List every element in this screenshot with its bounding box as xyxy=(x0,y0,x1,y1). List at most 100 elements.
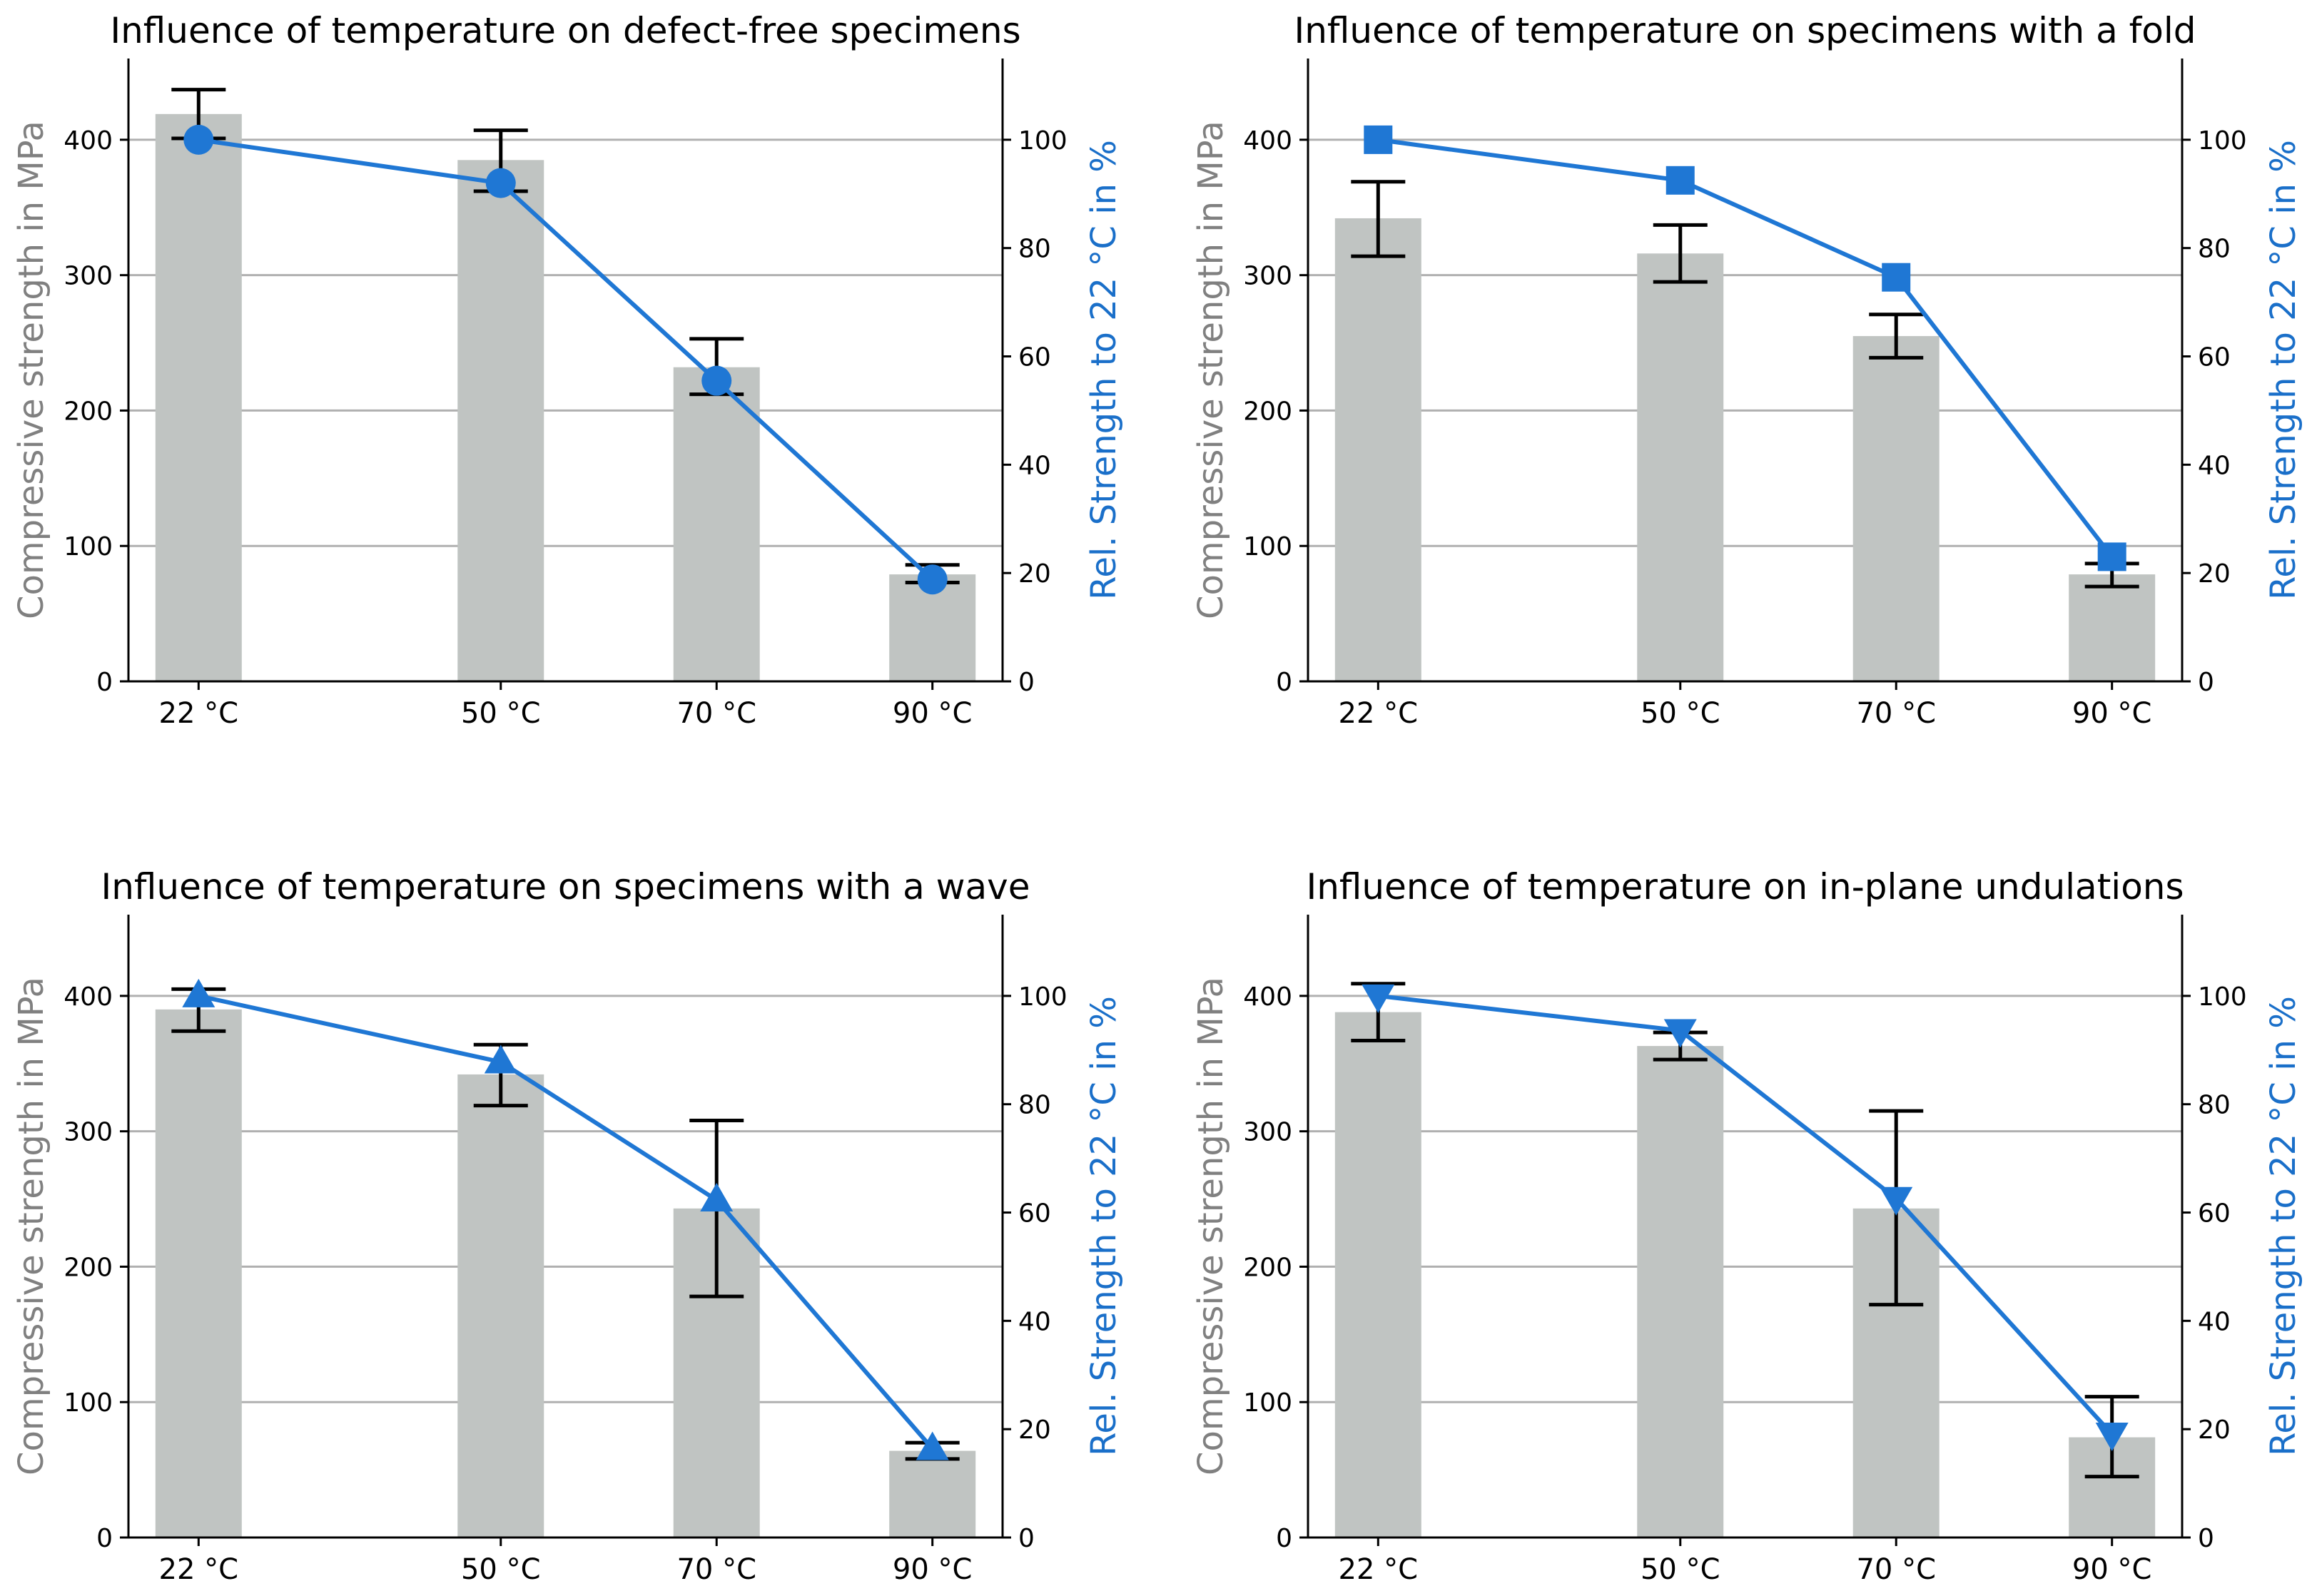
line-marker xyxy=(1663,1019,1697,1048)
bar xyxy=(457,160,544,681)
y-tick-label: 100 xyxy=(1243,532,1292,561)
line-marker xyxy=(917,564,948,595)
relative-strength-line xyxy=(198,137,934,581)
y-right-tick-label: 40 xyxy=(2198,1307,2231,1336)
y-right-tick-label: 100 xyxy=(2198,126,2247,156)
y-tick-label: 100 xyxy=(1243,1388,1292,1418)
y-tick-label: 300 xyxy=(64,262,113,291)
x-tick-label: 70 °C xyxy=(676,1553,756,1586)
x-tick-label: 90 °C xyxy=(893,1553,973,1586)
y-tick-label: 400 xyxy=(64,982,113,1012)
x-tick-label: 50 °C xyxy=(1641,697,1720,730)
line-marker xyxy=(182,978,216,1007)
x-tick-label: 22 °C xyxy=(1339,697,1419,730)
relative-strength-line xyxy=(1377,137,2114,559)
y-right-tick-label: 40 xyxy=(1018,1307,1051,1336)
chart-panel-3: Influence of temperature on specimens wi… xyxy=(11,866,1124,1586)
x-tick-label: 50 °C xyxy=(1641,1553,1720,1586)
y-axis-label: Compressive strength in MPa xyxy=(11,121,51,619)
x-tick-label: 22 °C xyxy=(159,1553,239,1586)
line-marker xyxy=(916,1431,949,1460)
y-tick-label: 200 xyxy=(64,397,113,426)
bar xyxy=(1637,1046,1724,1537)
y-tick-label: 400 xyxy=(1243,982,1292,1012)
y-tick-label: 400 xyxy=(1243,126,1292,156)
x-tick-label: 50 °C xyxy=(461,697,541,730)
relative-strength-line xyxy=(198,993,934,1450)
y-right-tick-label: 60 xyxy=(2198,1199,2231,1229)
y-axis-label: Compressive strength in MPa xyxy=(1191,121,1231,619)
x-tick-label: 70 °C xyxy=(1856,697,1936,730)
chart-panel-2: Influence of temperature on specimens wi… xyxy=(1191,10,2303,730)
line-marker xyxy=(485,168,516,198)
y-right-tick-label: 100 xyxy=(2198,982,2247,1012)
chart-panel-4: Influence of temperature on in-plane und… xyxy=(1191,866,2303,1586)
chart-panel-1: Influence of temperature on defect-free … xyxy=(11,10,1124,730)
line-marker xyxy=(1882,263,1911,292)
y-right-tick-label: 100 xyxy=(1018,126,1068,156)
x-tick-label: 22 °C xyxy=(159,697,239,730)
x-tick-label: 50 °C xyxy=(461,1553,541,1586)
y-axis-label: Compressive strength in MPa xyxy=(11,977,51,1475)
y-right-tick-label: 20 xyxy=(2198,1415,2231,1445)
y-right-axis-label: Rel. Strength to 22 °C in % xyxy=(2263,140,2303,600)
y-tick-label: 200 xyxy=(1243,1253,1292,1282)
bar xyxy=(155,113,242,682)
y-right-axis-label: Rel. Strength to 22 °C in % xyxy=(1084,140,1124,600)
line-marker xyxy=(484,1044,517,1074)
y-right-tick-label: 80 xyxy=(1018,235,1051,264)
line-marker xyxy=(2097,542,2126,571)
y-tick-label: 300 xyxy=(64,1118,113,1147)
x-tick-label: 22 °C xyxy=(1339,1553,1419,1586)
chart-title: Influence of temperature on in-plane und… xyxy=(1306,866,2184,908)
bar xyxy=(1637,253,1724,681)
line-marker xyxy=(1362,984,1395,1013)
y-tick-label: 0 xyxy=(96,668,113,697)
y-right-tick-label: 0 xyxy=(1018,1524,1035,1553)
y-right-tick-label: 40 xyxy=(1018,451,1051,480)
y-right-tick-label: 20 xyxy=(2198,559,2231,589)
line-marker xyxy=(2095,1423,2129,1452)
bar xyxy=(457,1074,544,1537)
y-right-tick-label: 80 xyxy=(1018,1091,1051,1120)
y-right-tick-label: 60 xyxy=(1018,1199,1051,1229)
y-right-axis-label: Rel. Strength to 22 °C in % xyxy=(2263,996,2303,1456)
bar xyxy=(1334,1012,1421,1537)
bar xyxy=(155,1009,242,1537)
y-axis-label: Compressive strength in MPa xyxy=(1191,977,1231,1475)
x-tick-label: 90 °C xyxy=(2072,1553,2152,1586)
bar xyxy=(2069,574,2156,681)
y-tick-label: 100 xyxy=(64,1388,113,1418)
y-right-tick-label: 0 xyxy=(2198,1524,2214,1553)
line-marker xyxy=(183,124,214,155)
y-right-tick-label: 80 xyxy=(2198,1091,2231,1120)
bar xyxy=(1852,336,1940,681)
line-marker xyxy=(1880,1186,1913,1216)
y-right-tick-label: 80 xyxy=(2198,235,2231,264)
chart-title: Influence of temperature on defect-free … xyxy=(110,10,1020,51)
line-marker xyxy=(1665,166,1695,195)
line-marker xyxy=(700,1183,734,1212)
x-tick-label: 70 °C xyxy=(1856,1553,1936,1586)
y-tick-label: 200 xyxy=(1243,397,1292,426)
x-tick-label: 90 °C xyxy=(2072,697,2152,730)
y-right-tick-label: 20 xyxy=(1018,559,1051,589)
y-right-tick-label: 60 xyxy=(2198,343,2231,372)
y-tick-label: 100 xyxy=(64,532,113,561)
bar xyxy=(673,367,760,681)
y-tick-label: 300 xyxy=(1243,262,1292,291)
y-right-tick-label: 0 xyxy=(2198,668,2214,697)
bar xyxy=(1334,218,1421,681)
y-right-tick-label: 60 xyxy=(1018,343,1051,372)
line-marker xyxy=(701,365,732,396)
y-right-axis-label: Rel. Strength to 22 °C in % xyxy=(1084,996,1124,1456)
y-tick-label: 0 xyxy=(1276,668,1292,697)
relative-strength-line xyxy=(1377,993,2114,1436)
bar xyxy=(889,1450,976,1537)
x-tick-label: 70 °C xyxy=(676,697,756,730)
y-tick-label: 300 xyxy=(1243,1118,1292,1147)
chart-title: Influence of temperature on specimens wi… xyxy=(101,866,1030,908)
line-marker xyxy=(1364,125,1393,154)
y-tick-label: 400 xyxy=(64,126,113,156)
